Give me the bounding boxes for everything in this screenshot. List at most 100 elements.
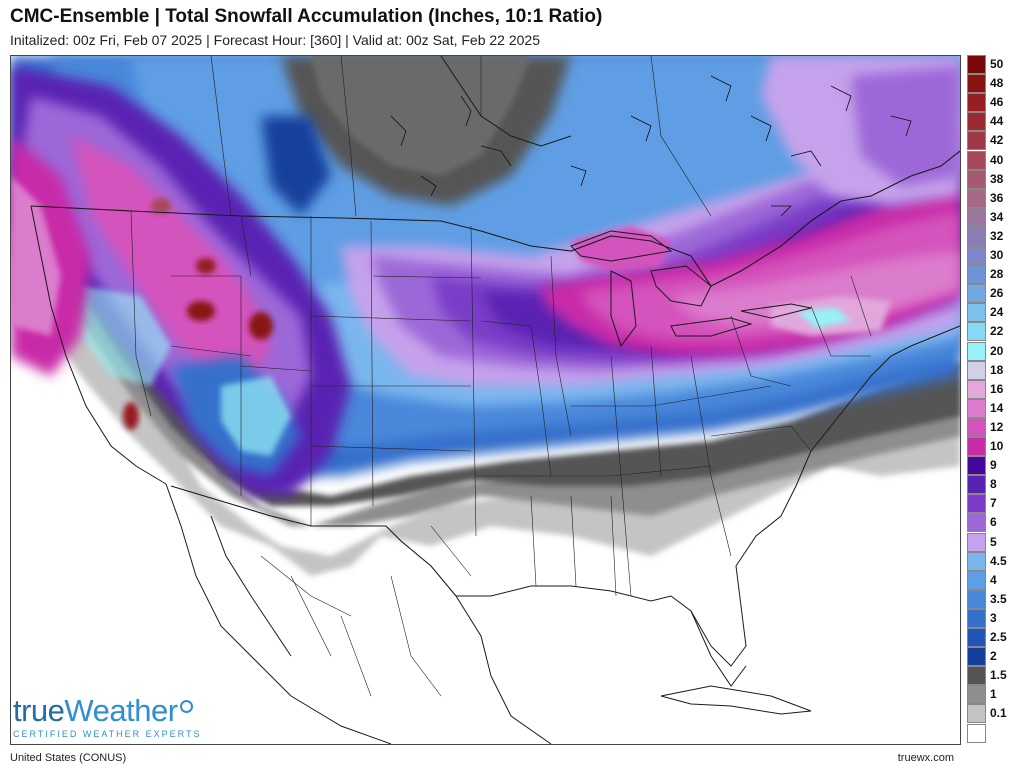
legend-row: 28 bbox=[965, 265, 1021, 285]
legend-row: 4.5 bbox=[965, 551, 1021, 571]
legend-row: 14 bbox=[965, 398, 1021, 418]
map-title: CMC-Ensemble | Total Snowfall Accumulati… bbox=[10, 6, 603, 27]
legend-swatch bbox=[967, 74, 986, 94]
legend-label: 4 bbox=[990, 572, 997, 587]
logo-tagline: CERTIFIED WEATHER EXPERTS bbox=[13, 729, 202, 739]
legend-swatch bbox=[967, 226, 986, 246]
legend-swatch bbox=[967, 685, 986, 705]
legend-label: 14 bbox=[990, 400, 1004, 415]
legend-label: 28 bbox=[990, 267, 1004, 282]
legend-row: 50 bbox=[965, 55, 1021, 74]
legend-swatch bbox=[967, 341, 986, 361]
legend-row: 26 bbox=[965, 284, 1021, 304]
legend-label: 34 bbox=[990, 209, 1004, 224]
legend-swatch bbox=[967, 93, 986, 113]
legend-label: 40 bbox=[990, 152, 1004, 167]
trueweather-logo: trueWeather CERTIFIED WEATHER EXPERTS bbox=[13, 693, 243, 742]
legend-row: 30 bbox=[965, 246, 1021, 265]
legend-swatch bbox=[967, 723, 986, 743]
legend-swatch bbox=[967, 112, 986, 132]
legend-row: 8 bbox=[965, 475, 1021, 495]
legend-label: 44 bbox=[990, 114, 1004, 129]
legend-row: 5 bbox=[965, 532, 1021, 552]
lakes bbox=[390, 75, 912, 217]
legend-label: 32 bbox=[990, 228, 1004, 243]
legend-row: 24 bbox=[965, 303, 1021, 323]
legend-swatch bbox=[967, 246, 986, 265]
legend-row: 42 bbox=[965, 131, 1021, 151]
legend-row: 1.5 bbox=[965, 666, 1021, 686]
legend-row: 6 bbox=[965, 513, 1021, 533]
legend-swatch bbox=[967, 475, 986, 495]
legend-swatch bbox=[967, 456, 986, 476]
legend-swatch bbox=[967, 704, 986, 724]
legend-swatch bbox=[967, 150, 986, 170]
website-url[interactable]: truewx.com bbox=[897, 752, 954, 764]
legend-label: 8 bbox=[990, 477, 997, 492]
legend-label: 26 bbox=[990, 286, 1004, 301]
state-borders bbox=[130, 56, 872, 697]
snowfall-legend: 50 48 46 44 42 40 38 36 34 32 30 28 26 24 22 20 18 16 14 12… bbox=[965, 55, 1021, 745]
legend-swatch bbox=[967, 398, 986, 418]
legend-swatch bbox=[967, 188, 986, 208]
legend-swatch bbox=[967, 608, 986, 628]
legend-swatch bbox=[967, 570, 986, 590]
legend-row: 44 bbox=[965, 112, 1021, 132]
legend-row: 36 bbox=[965, 188, 1021, 208]
legend-swatch bbox=[967, 647, 986, 667]
legend-label: 10 bbox=[990, 439, 1004, 453]
legend-row: 38 bbox=[965, 169, 1021, 189]
legend-row: 48 bbox=[965, 74, 1021, 94]
legend-row: 16 bbox=[965, 379, 1021, 399]
legend-label: 46 bbox=[990, 95, 1004, 110]
legend-label: 22 bbox=[990, 324, 1004, 339]
legend-label: 48 bbox=[990, 76, 1004, 91]
legend-swatch bbox=[967, 532, 986, 552]
legend-label: 1.5 bbox=[990, 668, 1007, 683]
legend-row: 3 bbox=[965, 608, 1021, 628]
snowfall-map[interactable]: trueWeather CERTIFIED WEATHER EXPERTS bbox=[10, 55, 961, 745]
legend-label: 5 bbox=[990, 534, 997, 549]
legend-row: 2.5 bbox=[965, 628, 1021, 647]
country-borders bbox=[30, 150, 960, 597]
legend-label: 36 bbox=[990, 190, 1004, 205]
legend-row: 32 bbox=[965, 226, 1021, 246]
legend-swatch bbox=[967, 207, 986, 227]
legend-row: 12 bbox=[965, 417, 1021, 437]
legend-label: 20 bbox=[990, 343, 1004, 358]
legend-swatch bbox=[967, 360, 986, 380]
legend-swatch bbox=[967, 131, 986, 151]
legend-row: 7 bbox=[965, 494, 1021, 514]
coastlines bbox=[30, 56, 960, 744]
legend-label: 2.5 bbox=[990, 630, 1007, 644]
legend-row: 22 bbox=[965, 322, 1021, 342]
legend-swatch bbox=[967, 379, 986, 399]
logo-text-true: true bbox=[13, 693, 65, 728]
legend-swatch bbox=[967, 551, 986, 571]
legend-label: 7 bbox=[990, 496, 997, 511]
legend-label: 38 bbox=[990, 171, 1004, 186]
legend-label: 6 bbox=[990, 515, 997, 530]
legend-label: 3 bbox=[990, 610, 997, 625]
legend-label: 18 bbox=[990, 362, 1004, 377]
legend-swatch bbox=[967, 494, 986, 514]
legend-swatch bbox=[967, 666, 986, 686]
legend-swatch bbox=[967, 169, 986, 189]
legend-swatch bbox=[967, 513, 986, 533]
legend-label: 24 bbox=[990, 305, 1004, 320]
logo-circle-icon bbox=[179, 700, 193, 713]
legend-label: 1 bbox=[990, 687, 997, 702]
legend-row bbox=[965, 723, 1021, 743]
legend-label: 30 bbox=[990, 248, 1004, 262]
legend-row: 1 bbox=[965, 685, 1021, 705]
legend-row: 40 bbox=[965, 150, 1021, 170]
legend-row: 2 bbox=[965, 647, 1021, 667]
legend-row: 34 bbox=[965, 207, 1021, 227]
legend-label: 9 bbox=[990, 458, 997, 473]
legend-swatch bbox=[967, 55, 986, 74]
snowfall-shading bbox=[11, 56, 960, 576]
legend-label: 50 bbox=[990, 57, 1004, 71]
legend-swatch bbox=[967, 437, 986, 456]
legend-swatch bbox=[967, 417, 986, 437]
legend-row: 4 bbox=[965, 570, 1021, 590]
